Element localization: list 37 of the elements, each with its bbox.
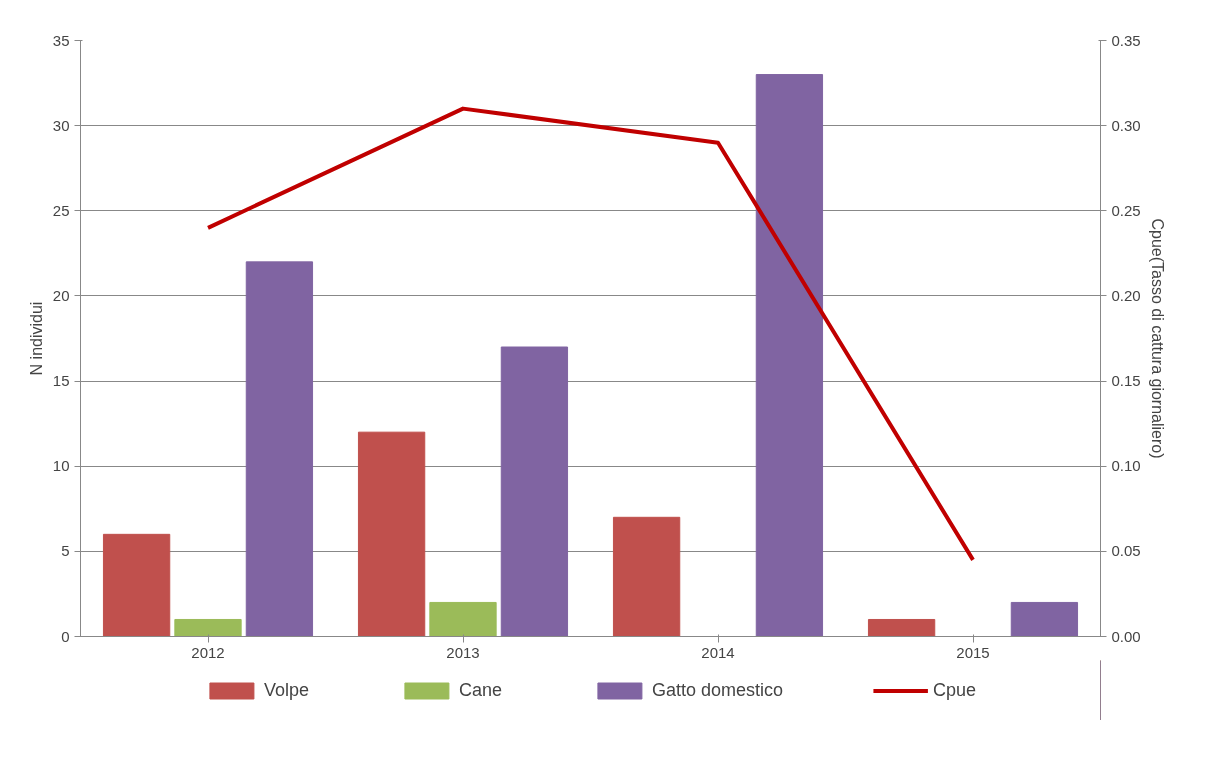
bar	[867, 618, 936, 637]
bar	[429, 601, 497, 637]
bar	[500, 346, 569, 637]
line-series	[206, 106, 975, 562]
bar	[245, 261, 314, 637]
y2-tick-label: 0.10	[1111, 457, 1141, 475]
bar	[174, 618, 242, 637]
x-tick-label: 2014	[701, 643, 735, 661]
bar	[612, 516, 681, 637]
y2-tick-label: 0.20	[1111, 286, 1141, 304]
y-tick-label: 10	[52, 457, 70, 475]
y-tick-label: 35	[52, 31, 70, 49]
y2-tick-label: 0.25	[1111, 201, 1141, 219]
y-tick-label: 20	[52, 286, 70, 304]
y2-axis-title: Cpue(Tasso di cattura giornaliero)	[1148, 218, 1166, 459]
x-tick-label: 2013	[446, 643, 480, 661]
y2-tick-label: 0.15	[1111, 372, 1141, 390]
legend-label: Volpe	[263, 679, 309, 701]
y-tick-label: 5	[61, 542, 70, 560]
legend-label: Cpue	[933, 679, 977, 701]
y2-tick-label: 0.05	[1111, 542, 1141, 560]
y-axis-title: N individui	[27, 301, 45, 376]
x-tick-label: 2012	[191, 643, 225, 661]
bar	[755, 74, 824, 637]
y-tick-label: 30	[52, 116, 70, 134]
y-tick-label: 0	[61, 627, 70, 645]
legend-label: Cane	[458, 679, 502, 701]
y-tick-label: 25	[52, 201, 70, 219]
x-tick-label: 2015	[956, 643, 990, 661]
legend-label: Gatto domestico	[651, 679, 784, 701]
y2-tick-label: 0.35	[1111, 31, 1141, 49]
bar	[357, 431, 426, 637]
bar	[1010, 601, 1079, 637]
bar	[102, 533, 171, 637]
y-tick-label: 15	[52, 372, 70, 390]
y2-tick-label: 0.00	[1111, 627, 1141, 645]
y2-tick-label: 0.30	[1111, 116, 1141, 134]
